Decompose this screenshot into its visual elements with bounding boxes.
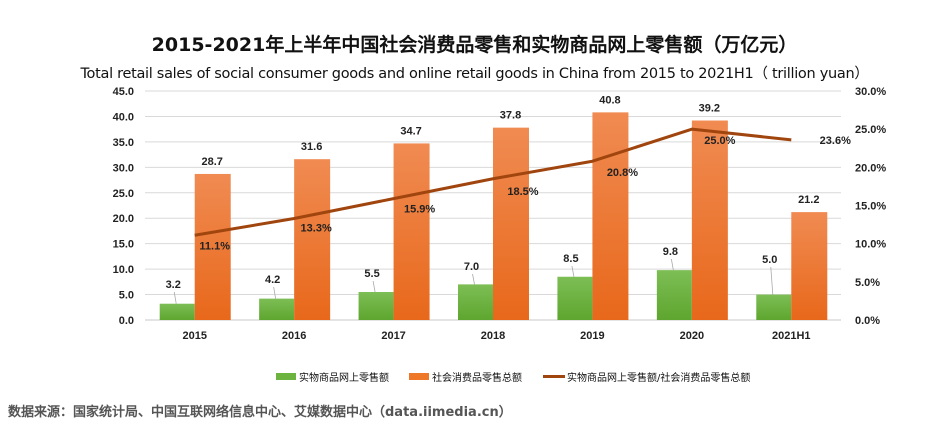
bar-online-retail xyxy=(259,298,295,320)
chart-subtitle: Total retail sales of social consumer go… xyxy=(80,66,869,82)
data-label-total-retail: 21.2 xyxy=(798,194,819,206)
left-axis: 0.0 5.0 10.0 15.0 20.0 25.0 30.0 35.0 40.0 45.0 xyxy=(113,86,134,327)
data-label-ratio: 25.0% xyxy=(704,135,735,147)
ratio-line xyxy=(194,127,792,237)
right-axis-tick: 0.0% xyxy=(855,315,880,327)
label-leader xyxy=(770,266,774,295)
label-leader xyxy=(670,258,674,271)
bar-total-retail xyxy=(294,159,331,320)
left-axis-tick: 20.0 xyxy=(113,213,134,225)
data-label-total-retail: 40.8 xyxy=(599,94,620,106)
data-label-ratio: 18.5% xyxy=(507,186,538,198)
left-axis-tick: 40.0 xyxy=(113,111,134,123)
bar-online-retail xyxy=(656,270,692,320)
legend-label: 实物商品网上零售额/社会消费品零售总额 xyxy=(567,373,751,384)
x-axis-tick: 2016 xyxy=(282,330,306,342)
x-axis-tick: 2017 xyxy=(381,330,405,342)
label-leader xyxy=(372,280,376,293)
bar-online-retail xyxy=(358,292,394,320)
data-label-online-retail: 5.0 xyxy=(762,254,777,266)
legend: 实物商品网上零售额 社会消费品零售总额 实物商品网上零售额/社会消费品零售总额 xyxy=(0,369,949,385)
bar-total-retail xyxy=(393,143,430,320)
data-label-ratio: 23.6% xyxy=(820,135,851,147)
bar-online-retail xyxy=(458,284,493,320)
legend-label: 社会消费品零售总额 xyxy=(432,373,522,384)
bar-total-retail xyxy=(493,127,529,320)
bar-online-retail xyxy=(756,294,792,320)
legend-label: 实物商品网上零售额 xyxy=(299,373,389,384)
right-axis: 0.0% 5.0% 10.0% 15.0% 20.0% 25.0% 30.0% xyxy=(855,86,886,327)
bar-total-retail xyxy=(791,212,828,320)
bar-total-retail xyxy=(194,173,231,320)
left-axis-tick: 5.0 xyxy=(119,290,134,302)
chart-canvas: 0.0 5.0 10.0 15.0 20.0 25.0 30.0 35.0 40.0 45.0 0… xyxy=(113,86,887,342)
data-label-online-retail: 5.5 xyxy=(364,268,379,280)
x-axis-tick: 2020 xyxy=(680,330,704,342)
right-axis-tick: 20.0% xyxy=(855,162,886,174)
legend-item-ratio: 实物商品网上零售额/社会消费品零售总额 xyxy=(543,369,750,384)
data-label-online-retail: 4.2 xyxy=(265,274,280,286)
data-label-total-retail: 34.7 xyxy=(400,125,421,137)
data-label-total-retail: 31.6 xyxy=(301,141,322,153)
data-label-ratio: 15.9% xyxy=(404,204,435,216)
left-axis-tick: 35.0 xyxy=(113,137,134,149)
label-leader xyxy=(273,286,277,299)
data-label-total-retail: 37.8 xyxy=(500,110,521,122)
data-label-total-retail: 28.7 xyxy=(202,156,223,168)
bar-total-retail xyxy=(592,112,629,320)
data-label-ratio: 20.8% xyxy=(607,167,638,179)
label-leader xyxy=(571,265,575,277)
data-label-total-retail: 39.2 xyxy=(699,103,720,115)
legend-swatch-line xyxy=(543,375,565,378)
data-label-ratio: 11.1% xyxy=(199,240,230,252)
left-axis-tick: 15.0 xyxy=(113,239,134,251)
right-axis-tick: 30.0% xyxy=(855,86,886,98)
left-axis-tick: 0.0 xyxy=(119,315,134,327)
right-axis-tick: 5.0% xyxy=(855,277,880,289)
left-axis-tick: 25.0 xyxy=(113,188,134,200)
data-label-ratio: 13.3% xyxy=(301,222,332,234)
right-axis-tick: 25.0% xyxy=(855,124,886,136)
right-axis-tick: 15.0% xyxy=(855,201,886,213)
x-axis-tick: 2018 xyxy=(481,330,505,342)
legend-swatch-green xyxy=(276,373,296,380)
label-leader xyxy=(173,291,177,304)
data-labels: 3.2 28.7 4.2 31.6 5.5 34.7 7.0 37.8 8.5 40.8 9.8 39… xyxy=(166,94,851,304)
bar-online-retail xyxy=(159,303,195,320)
right-axis-tick: 10.0% xyxy=(855,239,886,251)
label-leader xyxy=(472,273,475,285)
left-axis-tick: 45.0 xyxy=(113,86,134,98)
bar-online-retail xyxy=(557,276,593,320)
left-axis-tick: 30.0 xyxy=(113,162,134,174)
bar-total-retail xyxy=(691,120,728,320)
x-axis-tick: 2021H1 xyxy=(772,330,811,342)
x-axis: 2015 2016 2017 2018 2019 2020 2021H1 xyxy=(182,330,810,342)
x-axis-tick: 2015 xyxy=(182,330,206,342)
bars xyxy=(159,112,828,320)
x-axis-tick: 2019 xyxy=(580,330,604,342)
left-axis-tick: 10.0 xyxy=(113,264,134,276)
data-label-online-retail: 3.2 xyxy=(166,279,181,291)
data-label-online-retail: 8.5 xyxy=(563,253,578,265)
data-label-online-retail: 9.8 xyxy=(663,246,678,258)
chart-title: 2015-2021年上半年中国社会消费品零售和实物商品网上零售额（万亿元） xyxy=(151,34,798,56)
legend-item-total-retail: 社会消费品零售总额 xyxy=(409,369,522,384)
legend-swatch-orange xyxy=(409,373,429,380)
source-note: 数据来源：国家统计局、中国互联网络信息中心、艾媒数据中心（data.iimedi… xyxy=(8,405,512,420)
legend-item-online-retail: 实物商品网上零售额 xyxy=(276,369,389,384)
data-label-online-retail: 7.0 xyxy=(464,261,479,273)
